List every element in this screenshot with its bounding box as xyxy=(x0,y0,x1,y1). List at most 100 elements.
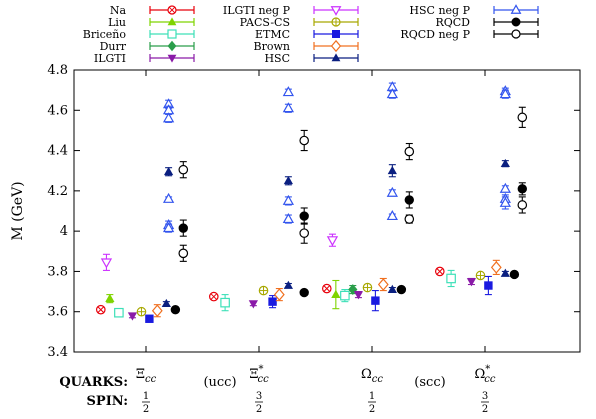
marker xyxy=(340,290,350,301)
data-point xyxy=(517,106,528,128)
marker xyxy=(178,223,188,233)
marker-cross xyxy=(210,293,218,300)
quarks-scc: (scc) xyxy=(414,375,445,390)
y-axis: 3.4 3.6 3.8 4 4.2 4.4 4.6 4.8 xyxy=(47,63,580,360)
marker xyxy=(161,298,171,308)
legend-entry: HSC neg P xyxy=(409,4,539,17)
marker xyxy=(387,165,397,175)
marker xyxy=(499,182,511,193)
legend-label: ILGTI neg P xyxy=(223,4,291,17)
data-point xyxy=(178,244,189,262)
marker xyxy=(282,86,295,97)
data-point xyxy=(136,306,147,317)
spin-label: SPIN: xyxy=(87,394,128,409)
data-point xyxy=(348,284,358,296)
marker xyxy=(517,112,528,123)
spin-numerator: 3 xyxy=(256,391,262,402)
marker-cross xyxy=(436,268,444,275)
data-point xyxy=(163,166,174,177)
legend-label: HSC neg P xyxy=(409,4,470,17)
legend-label: Liu xyxy=(108,16,126,29)
legend-entry: ILGTI neg P xyxy=(223,4,359,17)
series-hsc-neg-p xyxy=(162,81,511,233)
marker xyxy=(100,258,113,269)
marker xyxy=(299,135,309,146)
series-pacs-cs xyxy=(136,270,486,317)
series-ilgti xyxy=(127,277,477,321)
data-point xyxy=(404,142,415,161)
marker xyxy=(371,296,380,305)
data-point xyxy=(386,88,398,99)
marker xyxy=(466,278,477,287)
data-point xyxy=(404,214,415,224)
spin-denominator: 2 xyxy=(143,404,149,415)
data-point xyxy=(387,164,397,178)
marker xyxy=(282,194,295,205)
marker xyxy=(386,209,398,221)
marker-cross xyxy=(97,306,105,313)
x-axis: Ξcc Ξ* cc Ωcc Ω* cc xyxy=(136,70,496,385)
marker xyxy=(511,17,521,27)
marker xyxy=(163,166,174,176)
marker xyxy=(170,305,181,315)
series-rqcd-neg-p xyxy=(178,106,528,262)
legend-entry: ETMC xyxy=(255,28,359,41)
data-point xyxy=(509,269,520,280)
data-point xyxy=(127,312,138,321)
data-point xyxy=(162,192,175,203)
marker xyxy=(517,200,528,210)
x-tick-label: Ξ* cc xyxy=(249,364,269,385)
marker xyxy=(248,300,258,309)
data-point xyxy=(404,191,414,209)
series-brice-o xyxy=(114,269,456,318)
y-tick-label: 3.8 xyxy=(47,264,68,279)
legend-entry: RQCD xyxy=(435,16,539,29)
quarks-ucc: (ucc) xyxy=(203,375,236,390)
marker xyxy=(511,29,521,39)
marker xyxy=(331,53,341,62)
marker xyxy=(404,214,415,224)
data-point xyxy=(321,283,332,294)
marker xyxy=(145,314,154,323)
marker xyxy=(151,304,163,318)
marker xyxy=(517,184,527,194)
data-point xyxy=(499,182,511,193)
marker-cross xyxy=(168,6,176,14)
y-tick-label: 3.6 xyxy=(47,305,68,320)
marker xyxy=(499,196,511,207)
plot-frame xyxy=(73,69,581,353)
marker xyxy=(299,228,309,238)
marker xyxy=(499,88,511,99)
marker-cross xyxy=(323,285,331,292)
y-tick-label: 4.8 xyxy=(47,63,68,78)
data-point xyxy=(248,300,258,309)
data-point xyxy=(283,175,293,186)
series-etmc xyxy=(145,275,493,323)
marker xyxy=(404,146,415,157)
marker xyxy=(332,30,340,38)
quarks-label: QUARKS: xyxy=(59,375,128,390)
legend-entry: Durr xyxy=(100,40,195,53)
legend-entry: Brown xyxy=(254,39,359,53)
data-point xyxy=(434,266,445,277)
data-point xyxy=(209,291,219,302)
marker xyxy=(114,307,124,318)
data-point xyxy=(283,280,293,289)
data-point xyxy=(178,161,189,179)
marker xyxy=(386,186,398,197)
legend-entry: Liu xyxy=(108,16,195,29)
data-point xyxy=(178,219,188,237)
data-point xyxy=(100,253,113,271)
x-tick-label: Ω* cc xyxy=(475,364,496,385)
marker xyxy=(490,261,502,274)
marker xyxy=(167,29,177,39)
data-point xyxy=(161,298,171,308)
y-axis-label: M (GeV) xyxy=(10,181,26,240)
data-point xyxy=(282,102,295,113)
data-point xyxy=(282,194,295,206)
data-point xyxy=(396,284,407,295)
data-point xyxy=(353,291,364,300)
data-point xyxy=(484,275,493,296)
